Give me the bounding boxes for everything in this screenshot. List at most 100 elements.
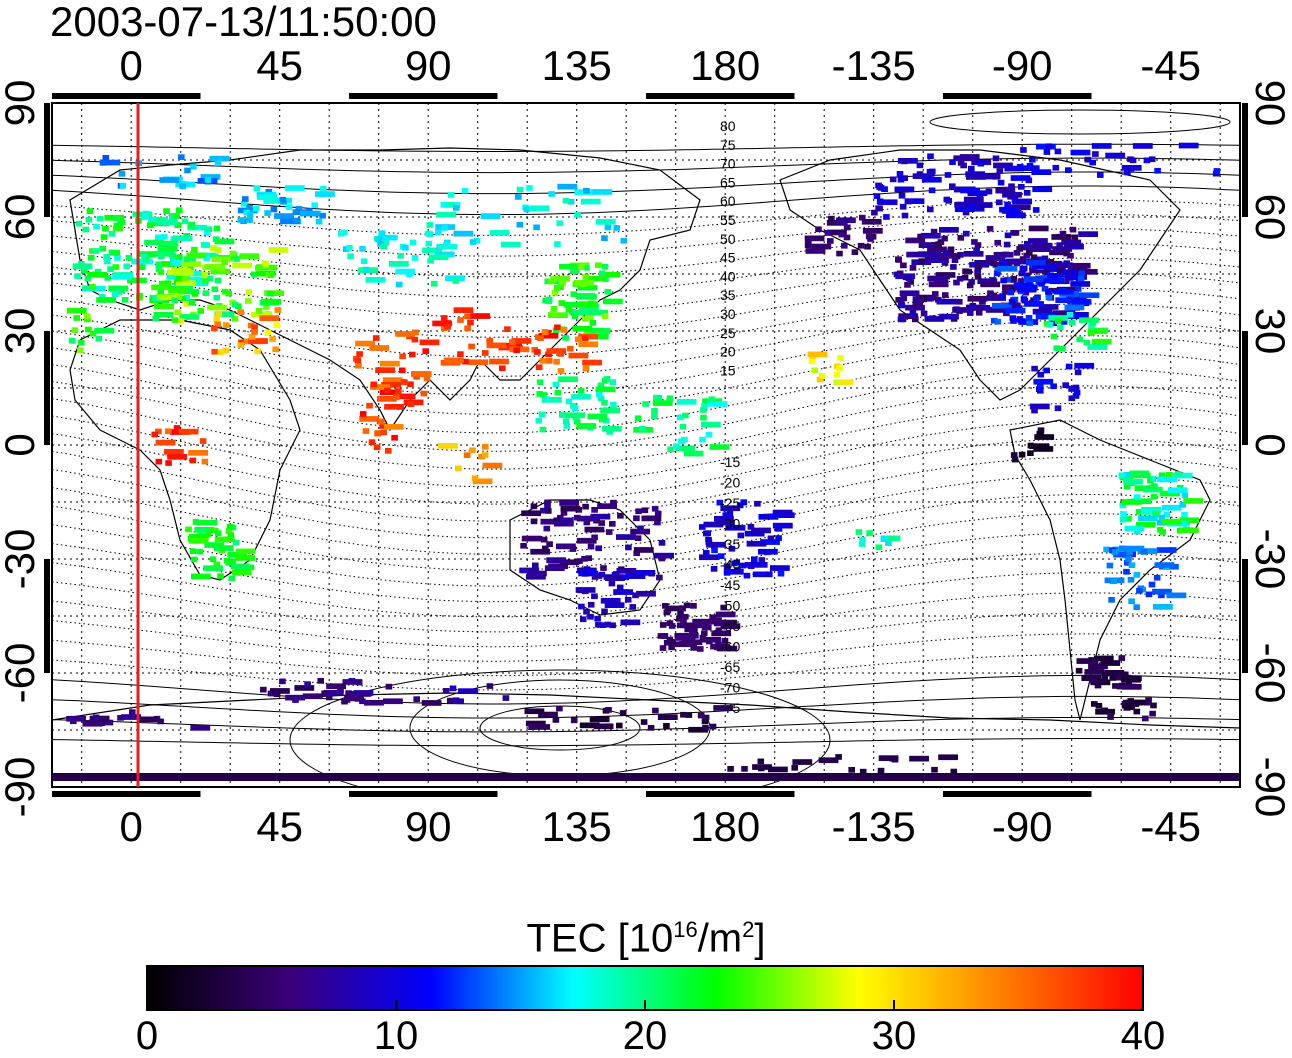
tec-tile [689, 627, 696, 633]
tec-tile [420, 390, 428, 397]
tec-tile [83, 313, 91, 320]
tec-tile [204, 263, 225, 270]
tec-tile [841, 219, 848, 225]
tec-tile [546, 541, 553, 547]
tec-tile [1145, 591, 1153, 598]
tec-tile [1004, 276, 1011, 283]
tec-tile [96, 215, 104, 222]
tec-tile [534, 349, 541, 355]
tec-tile [245, 289, 253, 295]
tec-tile [550, 275, 571, 282]
tec-tile [375, 236, 383, 243]
tec-tile [757, 758, 765, 765]
tec-tile [530, 548, 551, 555]
tec-tile [703, 530, 710, 537]
tec-tile [1178, 527, 1199, 534]
frame-tick-bar [646, 791, 795, 797]
tec-tile [85, 326, 92, 333]
tec-tile [338, 230, 345, 237]
tec-tile [877, 199, 898, 206]
tec-tile [144, 239, 164, 246]
tec-tile [188, 450, 208, 456]
x-tick-label-top: -45 [1140, 42, 1202, 89]
tec-tile [1032, 308, 1053, 315]
x-tick-label-top: 0 [119, 42, 143, 89]
contour-label: 55 [720, 212, 736, 228]
tec-tile [658, 540, 666, 546]
tec-tile [589, 570, 596, 577]
tec-tile [918, 258, 925, 264]
tec-tile [535, 364, 543, 371]
tec-tile [720, 604, 727, 611]
tec-tile [622, 574, 629, 581]
tec-tile [560, 505, 581, 512]
tec-tile [1029, 403, 1050, 410]
tec-tile [1003, 241, 1011, 248]
tec-tile [380, 243, 387, 250]
contour-label: 50 [720, 231, 736, 247]
tec-tile [209, 556, 217, 563]
tec-tile [89, 715, 110, 722]
tec-tile [859, 768, 867, 775]
tec-tile [1045, 143, 1053, 150]
tec-tile [89, 248, 96, 254]
tec-tile [129, 709, 136, 715]
tec-tile [600, 407, 620, 414]
tec-tile [967, 196, 975, 203]
tec-tile [869, 233, 877, 240]
tec-tile [538, 332, 559, 339]
tec-tile [346, 245, 353, 251]
tec-tile [167, 454, 187, 460]
tec-tile [562, 418, 570, 424]
tec-tile [1123, 478, 1143, 485]
tec-tile [470, 313, 491, 319]
tec-tile [165, 460, 172, 466]
tec-tile [619, 710, 627, 716]
tec-tile [139, 264, 146, 271]
tec-tile [271, 197, 278, 203]
tec-tile [412, 329, 419, 336]
tec-tile [1069, 226, 1077, 233]
tec-tile [523, 206, 531, 213]
tec-tile [685, 773, 707, 781]
tec-tile [73, 315, 80, 321]
tec-tile [1078, 270, 1085, 277]
tec-tile [499, 365, 506, 372]
tec-tile [169, 213, 176, 219]
tec-tile [601, 235, 608, 241]
tec-tile [943, 773, 964, 781]
tec-tile [585, 275, 605, 282]
tec-tile [175, 280, 196, 286]
tec-tile [422, 348, 429, 354]
tec-tile [590, 513, 611, 520]
tec-tile [657, 714, 678, 720]
tec-tile [329, 773, 351, 781]
tec-tile [200, 242, 208, 248]
tec-tile [697, 646, 704, 652]
tec-tile [1051, 234, 1072, 240]
tec-tile [642, 401, 649, 407]
tec-tile [1026, 163, 1034, 169]
tec-tile [304, 681, 311, 687]
tec-tile [100, 159, 121, 166]
tec-tile [532, 562, 539, 569]
tec-tile [562, 335, 570, 341]
tec-tile [1074, 369, 1082, 376]
tec-tile [1002, 284, 1022, 291]
tec-tile [1122, 671, 1129, 678]
tec-tile [188, 221, 195, 228]
tec-tile [578, 570, 599, 577]
tec-tile [214, 321, 221, 328]
tec-tile [662, 603, 669, 609]
tec-tile [118, 171, 126, 177]
tec-tile [1031, 365, 1038, 372]
tec-tile [639, 425, 646, 432]
tec-tile [901, 212, 909, 219]
tec-tile [1089, 159, 1096, 166]
tec-tile [1101, 675, 1108, 682]
tec-tile [600, 565, 607, 571]
tec-tile [980, 281, 1001, 288]
tec-tile [709, 723, 717, 730]
tec-tile [428, 773, 450, 781]
tec-tile [359, 698, 366, 705]
